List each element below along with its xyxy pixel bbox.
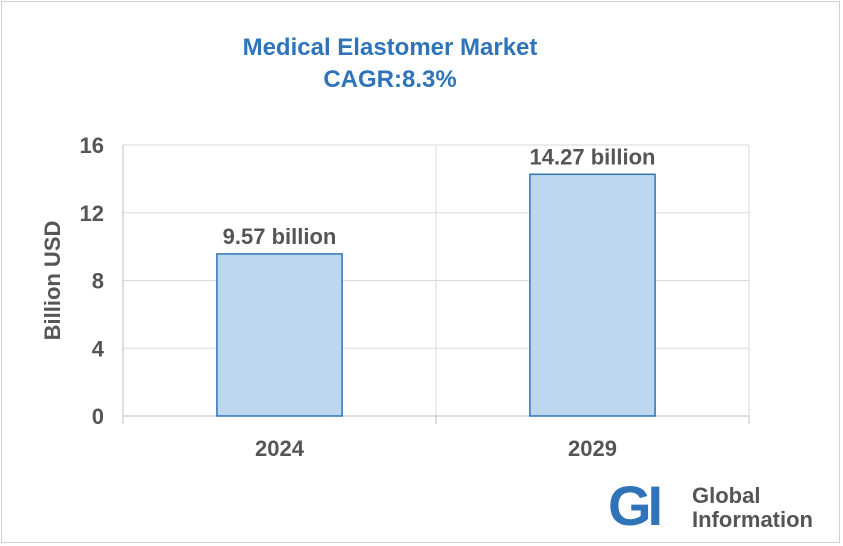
y-tick-label: 4 (92, 336, 105, 361)
y-tick-label: 12 (80, 201, 104, 226)
chart-title: Medical Elastomer Market (242, 34, 538, 61)
logo-line-1: Global (692, 483, 761, 508)
y-tick-label: 0 (92, 404, 104, 429)
y-axis-title: Billion USD (40, 221, 65, 341)
company-logo: GI Global Information (608, 476, 833, 536)
data-label: 9.57 billion (223, 224, 337, 249)
x-tick-label: 2029 (568, 436, 617, 461)
bar (216, 253, 343, 417)
chart-subtitle: CAGR:8.3% (323, 66, 457, 93)
bars (216, 173, 656, 417)
bar (529, 173, 656, 417)
logo-mark: GI (608, 474, 663, 537)
chart-title-block: Medical Elastomer Market CAGR:8.3% (0, 32, 780, 96)
y-tick-label: 16 (80, 133, 104, 158)
logo-line-2: Information (692, 507, 813, 532)
y-tick-label: 8 (92, 269, 104, 294)
data-label: 14.27 billion (530, 144, 656, 169)
x-tick-label: 2024 (255, 436, 305, 461)
labels: 0 4 8 12 16 9.57 billion 2024 14.27 billion 2029… (40, 133, 655, 461)
